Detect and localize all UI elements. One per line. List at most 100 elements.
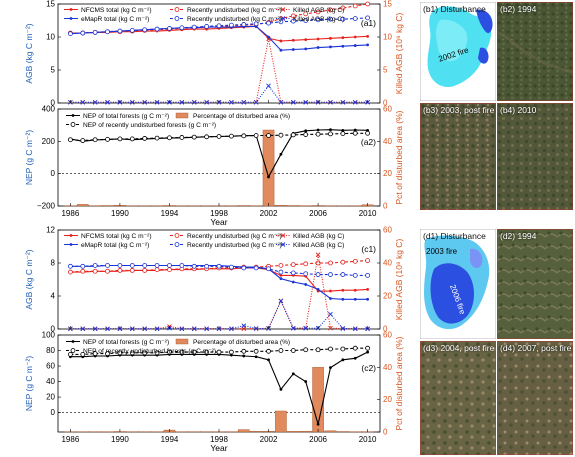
y-tick-label: 8 — [51, 259, 56, 268]
data-point — [105, 268, 110, 274]
plot-frame — [57, 229, 381, 330]
data-point — [291, 38, 295, 42]
data-point — [341, 36, 345, 40]
data-point — [142, 268, 148, 273]
legend-marker — [69, 17, 73, 20]
data-point — [142, 136, 148, 141]
data-point — [278, 263, 284, 268]
data-point — [341, 297, 345, 301]
data-point — [191, 134, 197, 140]
data-point — [179, 135, 185, 140]
y-axis-label-right: Killed AGB (10⁹ kg C) — [394, 13, 404, 95]
legend-item: NEP of recently undisturbed forests (g C… — [66, 122, 216, 129]
data-point — [253, 133, 259, 138]
data-point — [229, 100, 234, 105]
x-tick-label: 1990 — [111, 209, 129, 218]
data-point — [291, 372, 295, 376]
y-tick-label: 200 — [42, 137, 56, 146]
data-point — [340, 272, 346, 277]
x-tick-label: 2006 — [309, 209, 327, 218]
y-tick-label-right: 20 — [383, 395, 392, 404]
data-point — [328, 100, 333, 105]
data-point — [179, 349, 185, 355]
data-point — [303, 271, 309, 277]
data-point — [80, 138, 86, 143]
data-point — [304, 38, 308, 42]
data-point — [154, 100, 160, 105]
data-point — [154, 135, 160, 141]
data-point — [204, 134, 210, 140]
y-tick-label-right: 5 — [383, 66, 388, 75]
y-tick-label: 10 — [46, 33, 55, 42]
y-tick-label: 4 — [51, 292, 56, 301]
data-point — [266, 348, 271, 354]
plot-frame — [57, 3, 381, 104]
data-point — [328, 131, 333, 137]
x-tick-label: 2010 — [359, 209, 377, 218]
data-point — [267, 358, 270, 362]
data-point — [279, 387, 283, 391]
data-point — [266, 133, 271, 138]
data-point — [365, 258, 371, 263]
legend-item: NFCMS total (kg C m⁻²) — [64, 7, 152, 14]
data-point — [129, 350, 135, 356]
data-point — [315, 9, 321, 15]
x-tick-label: 1994 — [161, 435, 179, 444]
legend-marker — [69, 243, 73, 246]
data-point — [129, 27, 135, 33]
panel-d2-satellite-1994: (d2) 1994 — [497, 229, 573, 339]
data-point — [279, 152, 283, 156]
data-point — [142, 326, 148, 332]
data-point — [154, 26, 160, 32]
data-point — [278, 19, 284, 25]
data-point — [328, 260, 333, 266]
chart-c2: 0 20 40 60 80 100 0 20 40 60 1986 1990 1994 1998 2002 2… — [24, 331, 404, 454]
data-point — [365, 130, 371, 136]
data-point — [341, 44, 345, 48]
data-point — [129, 268, 135, 273]
data-point — [290, 262, 296, 268]
data-point — [179, 326, 185, 332]
data-point — [117, 136, 123, 142]
data-point — [241, 22, 247, 27]
data-point — [352, 326, 358, 332]
y-tick-label-right: 20 — [383, 169, 392, 178]
legend-label: NEP of total forests (g C m⁻²) — [83, 113, 169, 120]
data-point — [340, 5, 346, 11]
data-point — [142, 263, 148, 268]
data-point — [216, 23, 222, 29]
data-point — [67, 263, 73, 269]
bar — [324, 430, 337, 433]
y-tick-label: 12 — [46, 226, 55, 235]
data-point — [278, 269, 284, 275]
legend-label: Recently undisturbed (kg C m⁻²) — [187, 7, 282, 14]
data-point — [303, 100, 309, 105]
data-point — [117, 263, 123, 268]
data-point — [315, 347, 321, 353]
legend-label: NEP of total forests (g C m⁻²) — [83, 339, 169, 346]
data-point — [167, 267, 172, 273]
legend-marker — [280, 16, 286, 21]
legend-marker — [69, 234, 73, 237]
bar — [299, 430, 312, 433]
bar — [275, 204, 287, 207]
data-point — [352, 100, 358, 105]
data-point — [167, 349, 172, 355]
data-point — [366, 350, 370, 354]
data-point — [290, 18, 296, 24]
data-point — [316, 128, 320, 132]
data-point — [229, 326, 234, 332]
data-point — [304, 129, 308, 133]
data-point — [340, 326, 346, 331]
legend-item: NEP of total forests (g C m⁻²) — [66, 113, 169, 120]
x-tick-label: 2002 — [260, 209, 278, 218]
data-point — [80, 351, 86, 357]
data-point — [352, 272, 358, 278]
legend-item: Percentage of disturbed area (%) — [175, 338, 290, 346]
data-point — [279, 48, 283, 52]
data-point — [316, 422, 320, 426]
satellite-image — [497, 2, 573, 101]
data-point — [267, 175, 270, 179]
data-point — [253, 265, 259, 271]
data-point — [316, 37, 320, 41]
